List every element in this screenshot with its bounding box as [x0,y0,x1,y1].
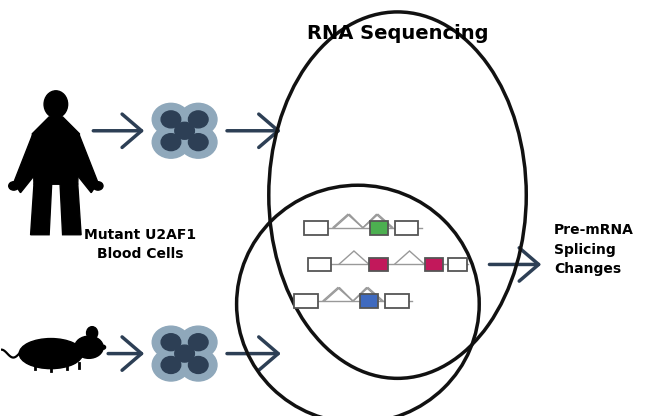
Ellipse shape [189,134,208,150]
Ellipse shape [189,357,208,373]
Text: Mutant U2AF1
Blood Cells: Mutant U2AF1 Blood Cells [84,228,196,261]
Ellipse shape [161,334,181,351]
FancyBboxPatch shape [448,258,467,271]
Ellipse shape [179,349,217,381]
Ellipse shape [179,126,217,158]
FancyBboxPatch shape [360,294,378,308]
Ellipse shape [101,345,105,349]
FancyBboxPatch shape [308,258,331,271]
Ellipse shape [189,334,208,351]
Polygon shape [14,135,41,193]
Ellipse shape [161,134,181,150]
FancyBboxPatch shape [424,258,443,271]
FancyBboxPatch shape [369,258,388,271]
FancyBboxPatch shape [294,294,318,308]
Ellipse shape [152,126,190,158]
Ellipse shape [44,91,67,118]
Text: Pre-mRNA
Splicing
Changes: Pre-mRNA Splicing Changes [554,223,634,276]
Ellipse shape [19,339,83,369]
Ellipse shape [161,111,181,128]
Polygon shape [32,117,79,184]
Ellipse shape [152,349,190,381]
Ellipse shape [86,326,98,339]
Ellipse shape [175,122,195,139]
Ellipse shape [9,182,19,190]
Ellipse shape [161,357,181,373]
Ellipse shape [75,336,103,358]
FancyBboxPatch shape [304,221,328,234]
Text: RNA Sequencing: RNA Sequencing [307,24,488,43]
Ellipse shape [175,345,195,362]
Polygon shape [31,184,52,235]
FancyBboxPatch shape [369,221,388,234]
Ellipse shape [189,111,208,128]
Ellipse shape [166,115,203,147]
Ellipse shape [152,326,190,358]
Ellipse shape [179,326,217,358]
Ellipse shape [179,103,217,135]
FancyBboxPatch shape [385,294,409,308]
Polygon shape [60,184,81,235]
Polygon shape [71,135,98,193]
Ellipse shape [93,182,103,190]
Ellipse shape [166,338,203,370]
FancyBboxPatch shape [395,221,419,234]
Ellipse shape [152,103,190,135]
